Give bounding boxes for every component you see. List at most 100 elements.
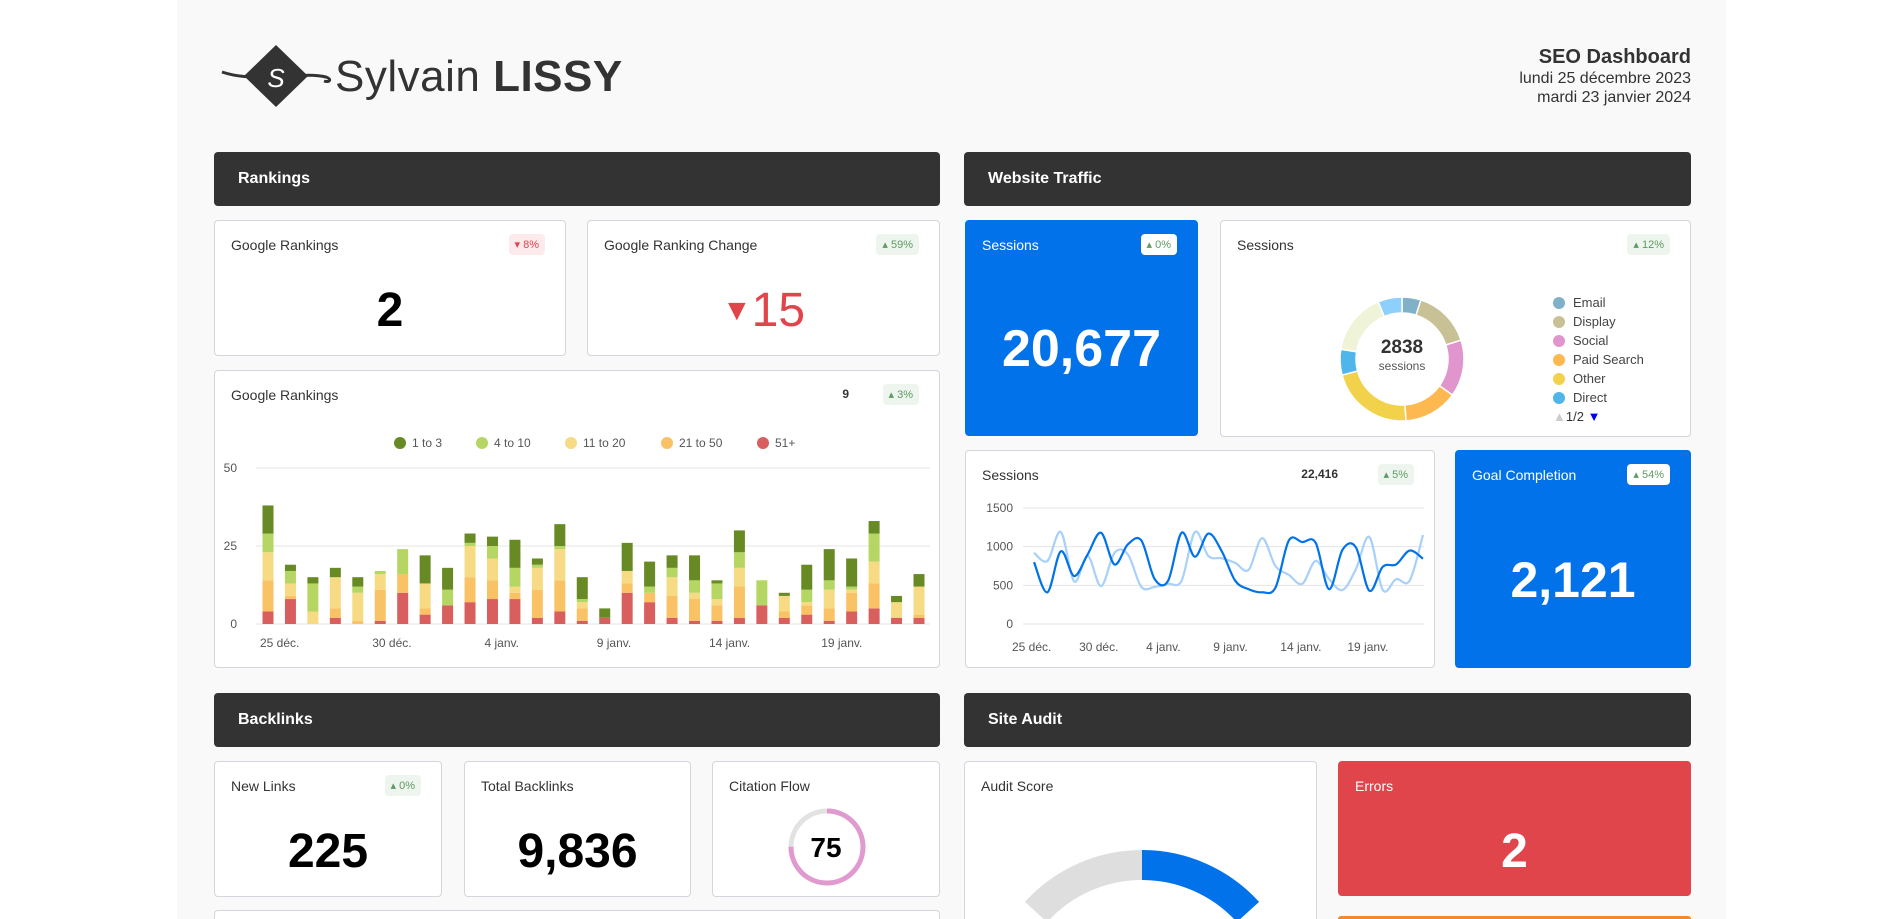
section-site-audit: Site Audit (964, 693, 1691, 747)
legend-item[interactable]: Paid Search (1553, 350, 1644, 369)
legend-label: Email (1573, 295, 1606, 310)
sessions-line-chart: 0 500 1000 1500 25 déc. 30 déc. 4 janv. 9 janv.… (986, 501, 1425, 654)
bar-segment (823, 608, 835, 621)
bar-segment (531, 617, 543, 624)
legend-marker (1553, 315, 1565, 328)
bar-segment (329, 608, 341, 618)
bar-segment (486, 558, 498, 581)
bar-segment (352, 592, 364, 621)
legend-prev-icon[interactable]: ▲ (1553, 409, 1566, 424)
bar-segment (329, 617, 341, 624)
change-badge: ▴ 12% (1627, 234, 1670, 255)
bar-segment (419, 614, 431, 624)
bar-segment (711, 620, 723, 624)
card-title: Google Rankings (231, 237, 339, 253)
legend-marker (1553, 334, 1565, 347)
bar-segment (846, 592, 858, 612)
legend-label: 4 to 10 (494, 436, 531, 450)
date-start: lundi 25 décembre 2023 (1519, 70, 1691, 87)
bar-segment (689, 580, 701, 593)
legend-marker (476, 437, 488, 449)
bar-segment (689, 620, 701, 624)
bar-segment (644, 592, 656, 603)
bar-segment (756, 580, 768, 606)
kpi-value: 2 (376, 284, 404, 337)
bar-segment (666, 595, 678, 618)
bar-segment (913, 586, 925, 615)
bar-segment (374, 570, 386, 575)
bar-segment (464, 546, 476, 578)
donut-slice (1404, 384, 1454, 422)
card-title: Goal Completion (1472, 467, 1577, 483)
legend-item[interactable]: Display (1553, 312, 1644, 331)
change-badge: ▴ 0% (384, 775, 421, 796)
google-rankings-card: Google Rankings ▾ 8% 2 (214, 220, 566, 356)
bar-segment (554, 611, 566, 624)
card-title: Errors (1355, 778, 1394, 794)
bar-segment (419, 583, 431, 609)
legend-marker (565, 437, 577, 449)
bar-segment (801, 605, 813, 615)
legend-page: 1/2 (1565, 409, 1584, 424)
card-title: Google Ranking Change (604, 237, 758, 253)
bar-segment (868, 608, 880, 624)
x-tick-label: 19 janv. (821, 636, 862, 650)
bar-segment (419, 608, 431, 615)
kpi-value: 75 (810, 832, 842, 863)
bar-segment (666, 567, 678, 578)
ring-fill (788, 808, 866, 886)
bar-segment (554, 549, 566, 581)
bar-segment (509, 599, 521, 624)
bar-segment (284, 595, 296, 600)
bar-segment (262, 505, 274, 534)
bar-segment (509, 586, 521, 593)
bar-segment (733, 567, 745, 587)
bar-segment (891, 617, 903, 624)
change-badge: ▴ 0% (1140, 234, 1177, 255)
bar-segment (801, 564, 813, 590)
google-ranking-change-card: Google Ranking Change ▴ 59% ▼15 (587, 220, 940, 356)
rankings-bar-chart: 0 25 50 25 déc. 30 déc. 4 janv. 9 janv. 14 janv… (224, 436, 930, 650)
legend-marker (1553, 391, 1565, 404)
y-tick-label: 500 (993, 578, 1013, 592)
x-tick-label: 9 janv. (597, 636, 631, 650)
bar-segment (397, 574, 409, 593)
legend-item[interactable]: Email (1553, 293, 1644, 312)
sessions-line-card: Sessions 22,416 ▴ 5% 0 500 1000 1500 25 déc.… (965, 450, 1435, 668)
bar-segment (284, 599, 296, 624)
legend-next-icon[interactable]: ▼ (1587, 409, 1601, 424)
bar-segment (868, 583, 880, 609)
goal-completion-card: Goal Completion ▴ 54% 2,121 (1455, 450, 1691, 668)
backlinks-next-card (214, 910, 940, 919)
y-tick-label: 1000 (986, 540, 1013, 554)
bar-segment (756, 605, 768, 624)
bar-segment (711, 583, 723, 600)
legend-item[interactable]: Other (1553, 369, 1644, 388)
legend-label: Social (1573, 333, 1609, 348)
bar-segment (442, 605, 454, 624)
bar-segment (554, 580, 566, 612)
bar-segment (486, 580, 498, 600)
legend-marker (757, 437, 769, 449)
bar-segment (284, 564, 296, 571)
legend-item[interactable]: Social (1553, 331, 1644, 350)
kpi-value: 2 (1501, 825, 1528, 878)
bar-segment (621, 570, 633, 584)
legend-marker (1553, 372, 1565, 385)
series-line (1032, 531, 1424, 595)
bar-segment (666, 577, 678, 596)
triangle-down-icon: ▼ (721, 294, 752, 327)
bar-segment (464, 577, 476, 603)
x-tick-label: 19 janv. (1347, 640, 1388, 654)
legend-label: 51+ (775, 436, 795, 450)
card-title: Citation Flow (729, 778, 810, 794)
bar-segment (891, 595, 903, 603)
bar-segment (868, 533, 880, 562)
bar-segment (531, 564, 543, 568)
legend-item[interactable]: Direct (1553, 388, 1644, 407)
bar-segment (621, 542, 633, 571)
bar-segment (778, 592, 790, 596)
donut-slice (1377, 296, 1403, 318)
bar-segment (711, 580, 723, 584)
bar-segment (329, 577, 341, 609)
